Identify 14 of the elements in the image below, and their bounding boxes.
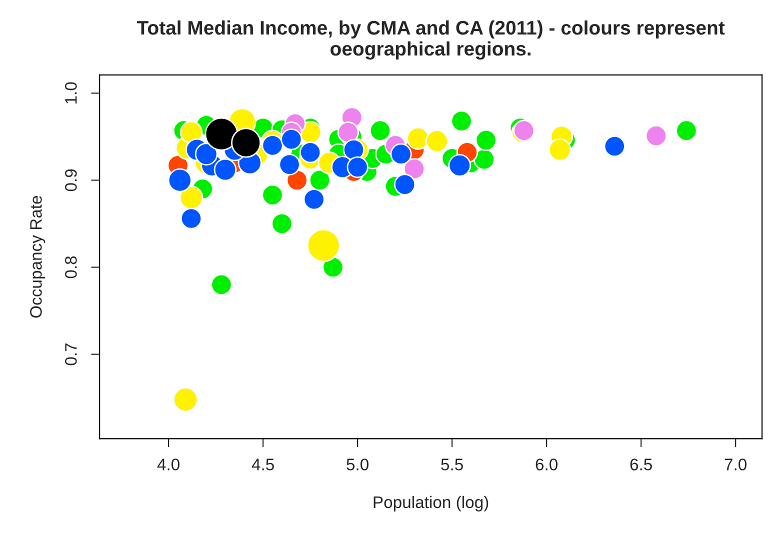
x-tick-label: 6.5 <box>630 458 652 470</box>
y-tick-label: 0.8 <box>65 256 77 278</box>
y-axis-title: Occupancy Rate <box>30 196 46 318</box>
x-tick-label: 4.0 <box>157 458 180 470</box>
x-tick-label: 6.0 <box>536 458 558 470</box>
y-tick-label: 0.7 <box>65 344 77 366</box>
x-tick-label: 5.5 <box>441 458 463 470</box>
x-tick-label: 7.0 <box>724 458 747 470</box>
x-tick-label: 4.5 <box>252 458 274 470</box>
y-tick-label: 1.0 <box>65 82 77 104</box>
x-axis-title: Population (log) <box>374 496 488 512</box>
y-tick-label: 0.9 <box>65 169 77 192</box>
x-tick-label: 5.0 <box>346 458 368 470</box>
chart-title: Total Median Income, by CMA and CA (2011) - colours represent oeographical regions. <box>136 20 725 60</box>
